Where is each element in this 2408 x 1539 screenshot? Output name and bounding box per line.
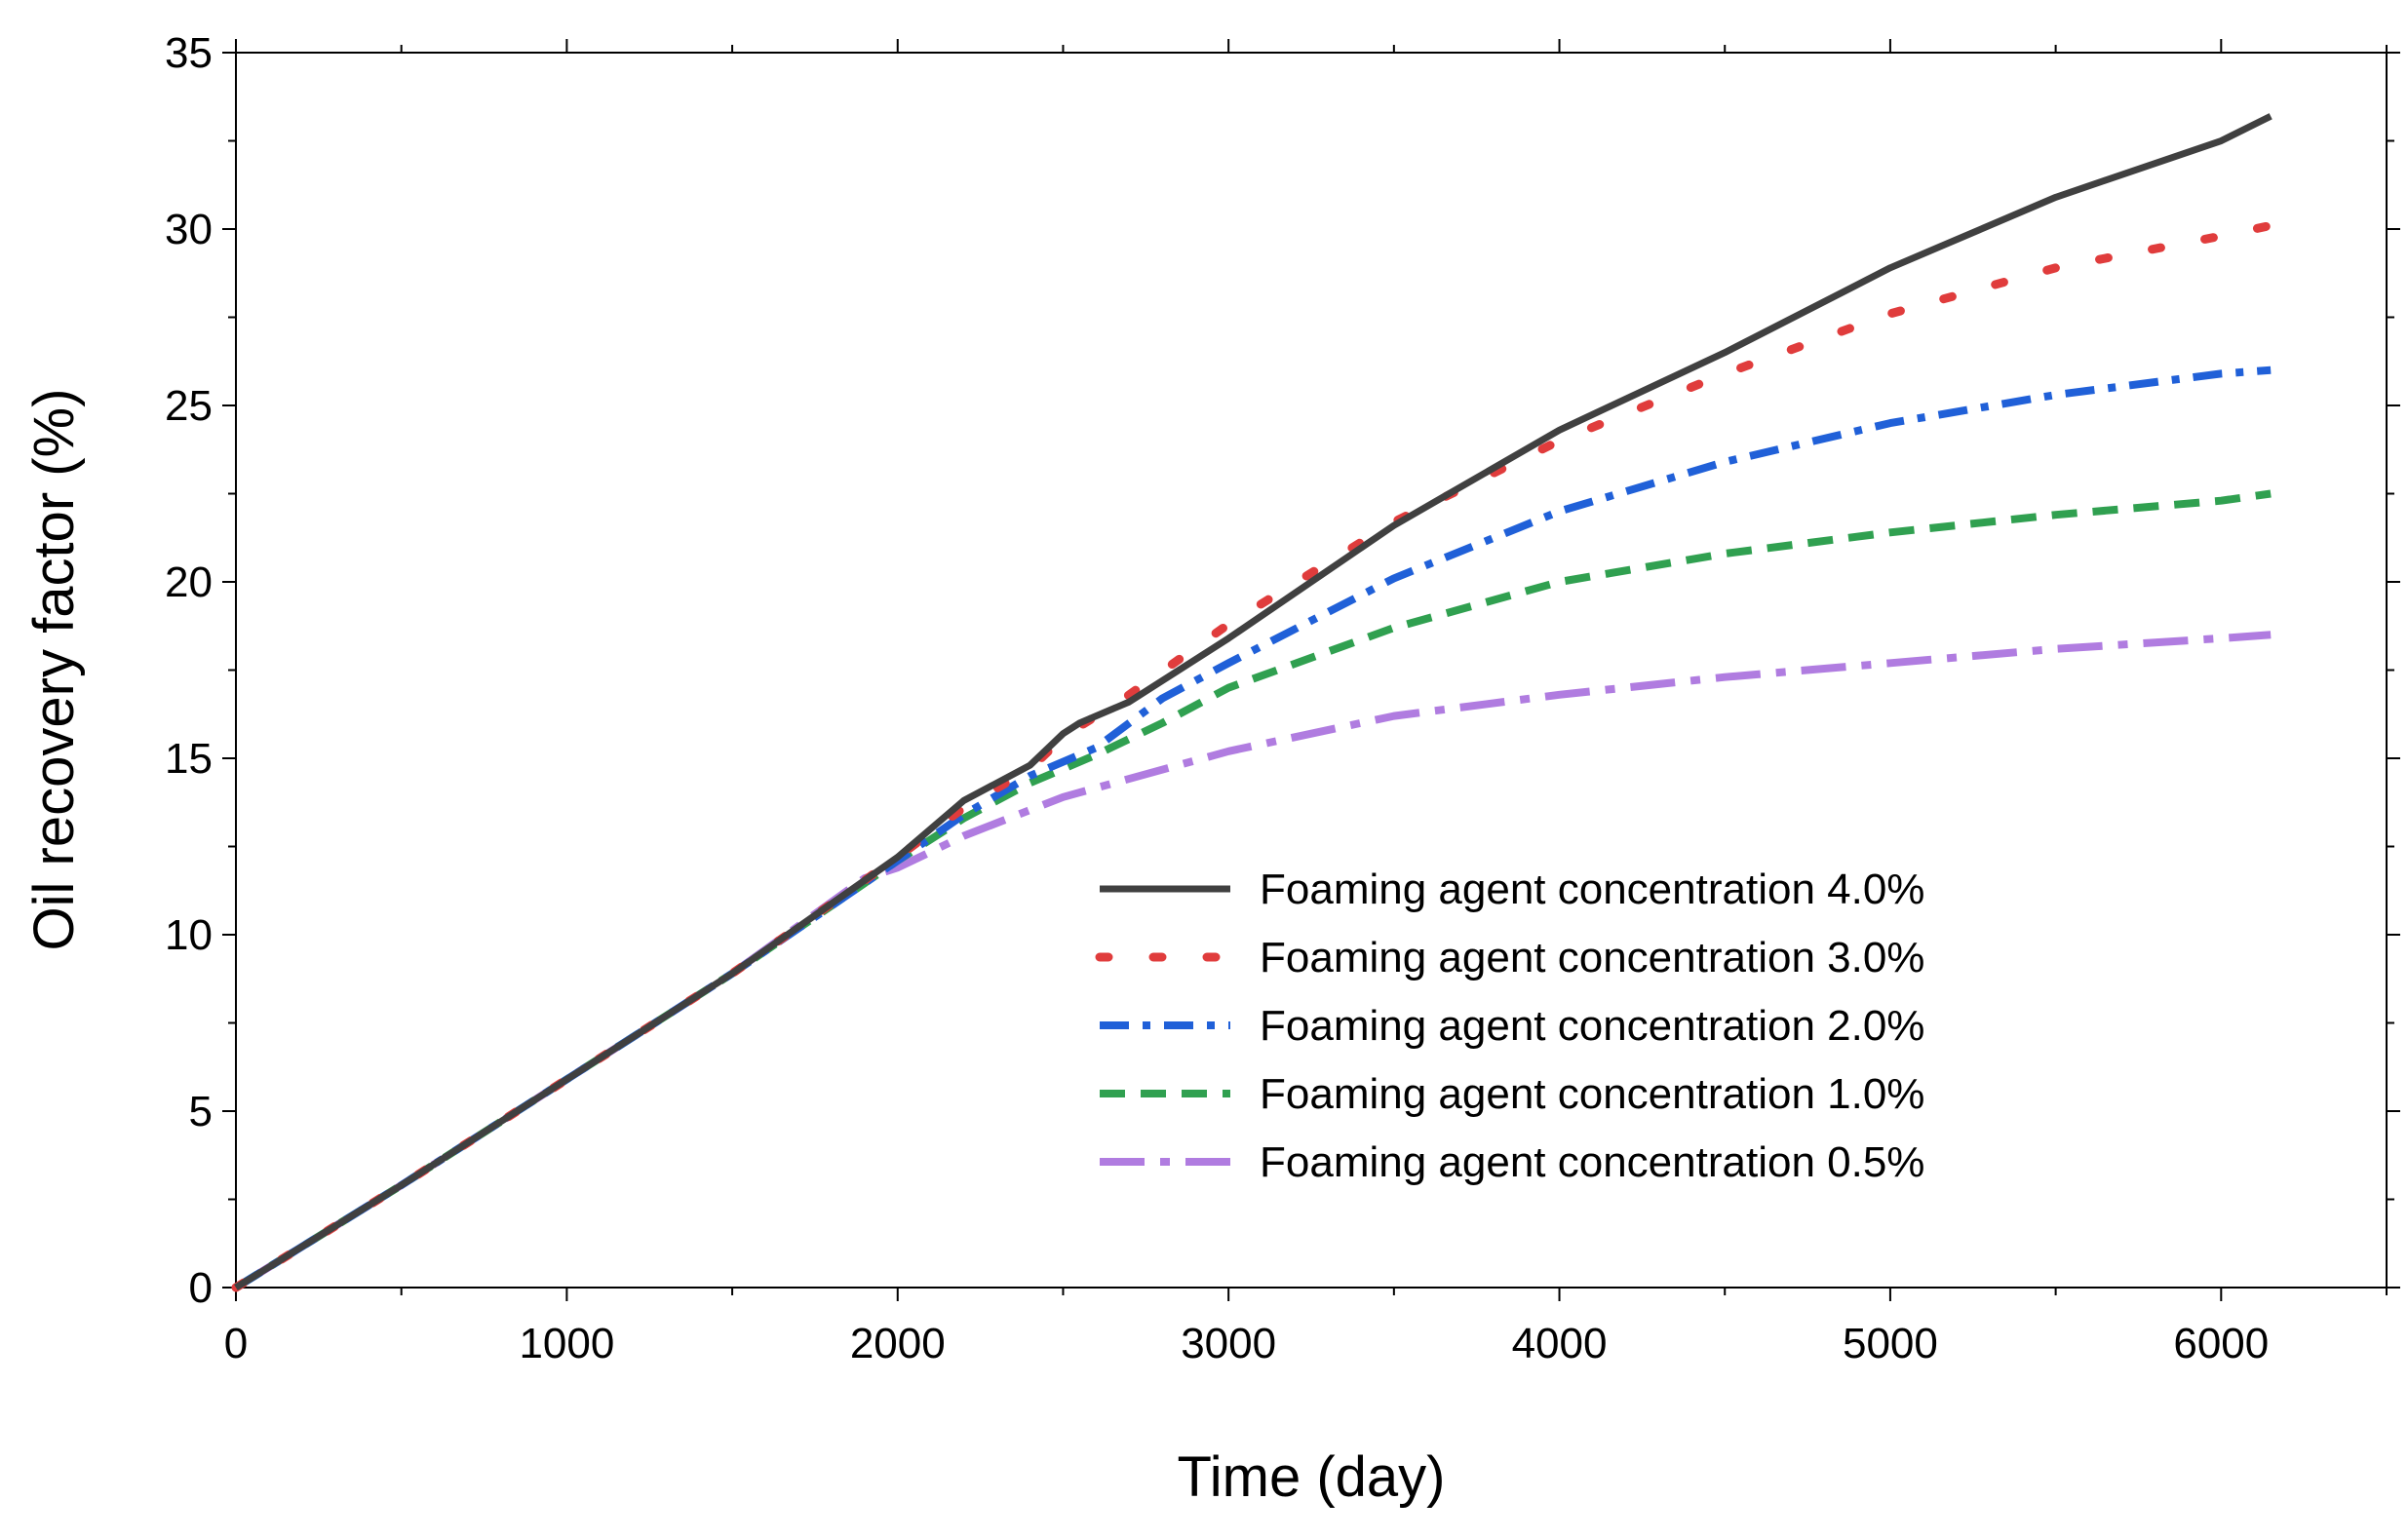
series-line-4 — [233, 631, 2272, 1291]
y-axis: 0 5 10 15 20 25 30 35 — [165, 29, 2400, 1312]
series-line-3 — [233, 489, 2272, 1291]
x-tick-label: 6000 — [2173, 1320, 2269, 1367]
y-tick-label: 20 — [165, 558, 213, 606]
legend-label-2: Foaming agent concentration 2.0% — [1260, 1002, 1924, 1050]
legend: Foaming agent concentration 4.0% Foaming … — [1095, 866, 1924, 1186]
y-tick-label: 0 — [189, 1264, 213, 1312]
legend-label-4: Foaming agent concentration 0.5% — [1260, 1138, 1924, 1186]
x-axis-title: Time (day) — [1178, 1445, 1446, 1509]
x-tick-label: 5000 — [1843, 1320, 1938, 1367]
series-line-0 — [234, 113, 2272, 1290]
x-tick-label: 2000 — [850, 1320, 946, 1367]
legend-label-1: Foaming agent concentration 3.0% — [1260, 934, 1924, 981]
y-tick-label: 30 — [165, 206, 213, 253]
y-tick-label: 5 — [189, 1088, 213, 1135]
legend-label-0: Foaming agent concentration 4.0% — [1260, 866, 1924, 913]
x-tick-label: 4000 — [1512, 1320, 1608, 1367]
y-tick-label: 15 — [165, 735, 213, 783]
x-tick-label: 1000 — [519, 1320, 614, 1367]
series-lines — [231, 113, 2275, 1292]
legend-label-3: Foaming agent concentration 1.0% — [1260, 1070, 1924, 1118]
x-tick-label: 0 — [224, 1320, 248, 1367]
x-axis: 0 1000 2000 3000 4000 5000 6000 — [224, 39, 2388, 1367]
y-tick-label: 10 — [165, 911, 213, 959]
x-tick-label: 3000 — [1181, 1320, 1276, 1367]
y-tick-label: 35 — [165, 29, 213, 77]
y-tick-label: 25 — [165, 382, 213, 430]
series-line-1 — [231, 220, 2275, 1292]
y-axis-title: Oil recovery factor (%) — [22, 389, 86, 951]
series-line-2 — [233, 366, 2272, 1291]
